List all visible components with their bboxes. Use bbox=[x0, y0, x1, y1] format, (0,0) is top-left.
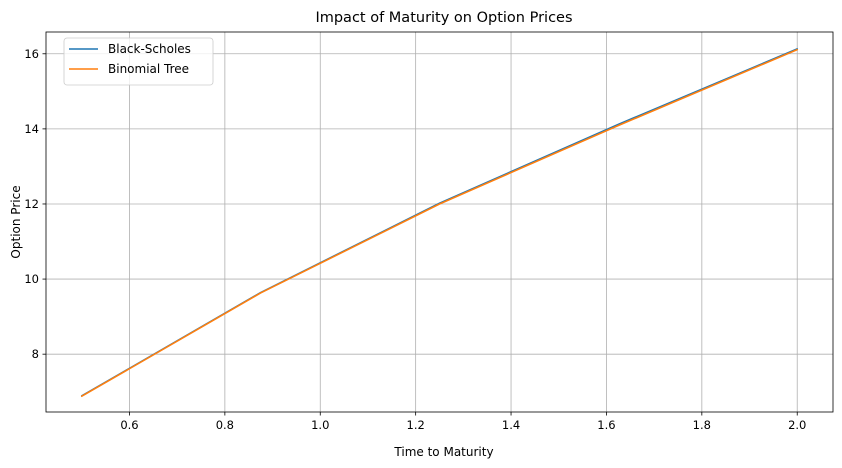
x-axis: 0.6 0.8 1.0 1.2 1.4 1.6 1.8 2.0 bbox=[120, 412, 806, 432]
x-axis-label: Time to Maturity bbox=[393, 445, 493, 459]
y-tick-label: 16 bbox=[24, 47, 39, 61]
legend-label: Black-Scholes bbox=[108, 42, 191, 56]
legend-label: Binomial Tree bbox=[108, 62, 189, 76]
legend: Black-Scholes Binomial Tree bbox=[63, 37, 214, 86]
x-tick-label: 0.8 bbox=[216, 418, 234, 432]
x-tick-label: 1.8 bbox=[693, 418, 711, 432]
plot-frame bbox=[45, 31, 834, 413]
y-tick-label: 12 bbox=[24, 197, 39, 211]
y-tick-label: 8 bbox=[32, 347, 39, 361]
x-tick-label: 1.0 bbox=[311, 418, 329, 432]
y-axis: 8 10 12 14 16 bbox=[24, 47, 46, 361]
x-tick-label: 2.0 bbox=[788, 418, 806, 432]
x-tick-label: 1.6 bbox=[597, 418, 615, 432]
series-lines bbox=[80, 48, 799, 398]
chart-title: Impact of Maturity on Option Prices bbox=[315, 10, 572, 26]
y-tick-label: 10 bbox=[24, 272, 39, 286]
x-tick-label: 0.6 bbox=[120, 418, 138, 432]
y-tick-label: 14 bbox=[24, 122, 39, 136]
series-line-binomial-tree bbox=[80, 48, 799, 398]
x-tick-label: 1.2 bbox=[407, 418, 425, 432]
y-axis-label: Option Price bbox=[9, 185, 23, 258]
legend-box bbox=[63, 37, 214, 86]
x-tick-label: 1.4 bbox=[502, 418, 520, 432]
